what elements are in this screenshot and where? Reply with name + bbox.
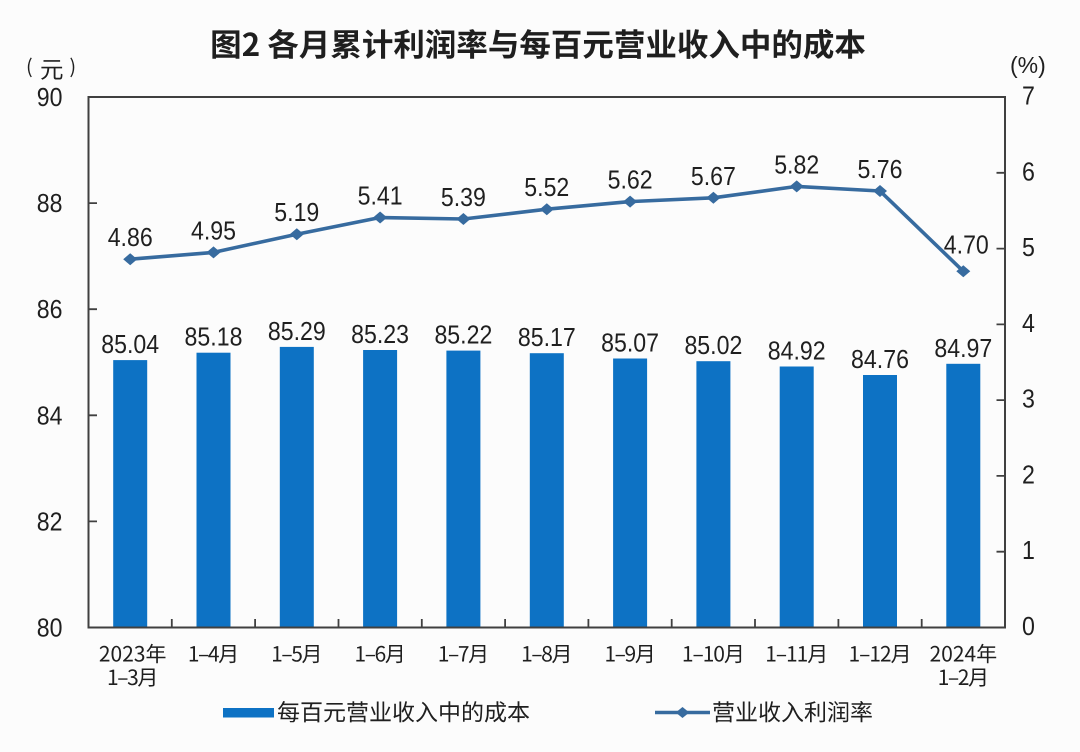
- svg-text:5.39: 5.39: [441, 182, 486, 212]
- svg-text:84.92: 84.92: [768, 336, 826, 366]
- svg-text:84.76: 84.76: [851, 344, 909, 374]
- svg-text:5.67: 5.67: [691, 161, 736, 191]
- svg-text:86: 86: [37, 294, 63, 324]
- svg-text:6: 6: [1022, 156, 1035, 186]
- svg-text:5.62: 5.62: [608, 165, 653, 195]
- svg-text:5.19: 5.19: [274, 197, 319, 227]
- svg-text:2: 2: [1022, 459, 1035, 489]
- svg-text:4.70: 4.70: [944, 229, 989, 259]
- svg-text:4.86: 4.86: [108, 222, 153, 252]
- svg-text:84: 84: [37, 400, 63, 430]
- svg-text:1: 1: [1022, 535, 1035, 565]
- svg-text:5.41: 5.41: [358, 181, 403, 211]
- svg-text:90: 90: [37, 82, 63, 112]
- svg-text:85.18: 85.18: [185, 322, 243, 352]
- svg-text:4.95: 4.95: [191, 215, 236, 245]
- svg-text:5.52: 5.52: [524, 172, 569, 202]
- svg-text:85.22: 85.22: [434, 320, 492, 350]
- svg-text:0: 0: [1022, 611, 1035, 641]
- svg-text:85.07: 85.07: [601, 328, 659, 358]
- svg-text:85.23: 85.23: [351, 319, 409, 349]
- svg-text:85.02: 85.02: [684, 330, 742, 360]
- svg-text:5.82: 5.82: [774, 149, 819, 179]
- svg-text:7: 7: [1022, 81, 1035, 111]
- svg-text:82: 82: [37, 506, 63, 536]
- svg-text:5.76: 5.76: [858, 154, 903, 184]
- svg-text:85.04: 85.04: [101, 329, 159, 359]
- svg-text:85.17: 85.17: [518, 322, 576, 352]
- svg-text:3: 3: [1022, 384, 1035, 414]
- svg-text:84.97: 84.97: [934, 333, 992, 363]
- svg-text:88: 88: [37, 188, 63, 218]
- svg-text:80: 80: [37, 613, 63, 643]
- svg-text:85.29: 85.29: [268, 316, 326, 346]
- svg-text:5: 5: [1022, 232, 1035, 262]
- svg-text:(%): (%): [1010, 52, 1046, 78]
- svg-text:4: 4: [1022, 308, 1035, 338]
